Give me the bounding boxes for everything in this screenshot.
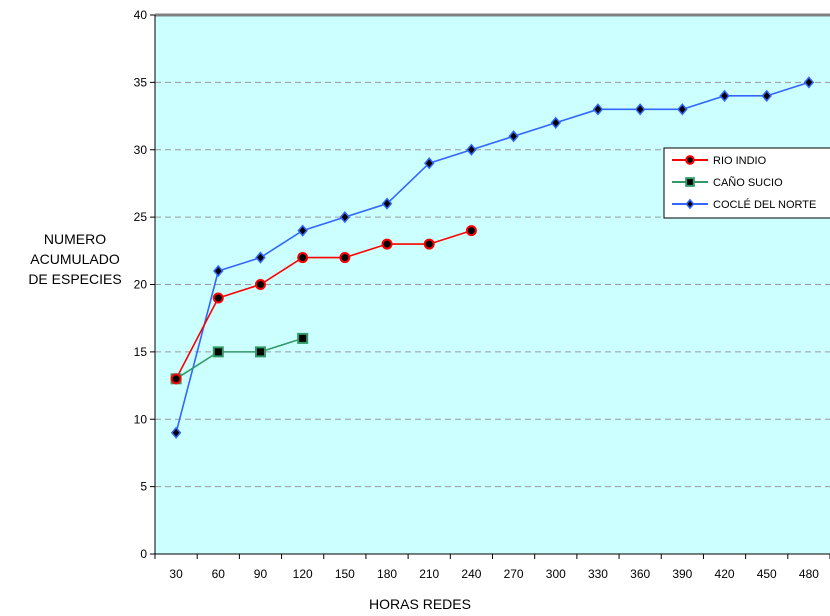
y-tick-label: 5 bbox=[140, 480, 147, 494]
x-tick-label: 330 bbox=[588, 567, 608, 581]
data-point-s0-6 bbox=[423, 238, 435, 250]
legend: RIO INDIO CAÑO SUCIO COCLÉ DEL NORTE bbox=[663, 147, 830, 219]
data-point-s2-11 bbox=[634, 103, 646, 116]
legend-marker-1 bbox=[685, 177, 695, 187]
data-point-s2-0 bbox=[170, 426, 182, 439]
data-point-s2-3 bbox=[297, 224, 308, 237]
y-axis-title-line-3: DE ESPECIES bbox=[28, 271, 122, 287]
x-tick-label: 60 bbox=[212, 567, 226, 581]
legend-label-1: CAÑO SUCIO bbox=[713, 176, 783, 189]
y-tick-label: 40 bbox=[134, 8, 148, 22]
y-tick-label: 25 bbox=[134, 210, 148, 224]
data-point-s0-0 bbox=[170, 373, 182, 385]
y-axis-title-line-1: NUMERO bbox=[43, 231, 107, 247]
axis-ticks: 0 5 10 15 20 25 30 35 40 30 60 90 120 150 180 210 240 270… bbox=[134, 8, 830, 581]
legend-marker-2 bbox=[685, 198, 695, 210]
y-tick-label: 20 bbox=[134, 278, 148, 292]
x-tick-label: 30 bbox=[169, 567, 183, 581]
legend-label-0: RIO INDIO bbox=[713, 155, 767, 167]
y-tick-label: 35 bbox=[134, 75, 148, 89]
data-point-s0-7 bbox=[465, 225, 477, 237]
series-group bbox=[170, 76, 815, 439]
x-tick-label: 210 bbox=[419, 567, 439, 581]
x-tick-label: 480 bbox=[799, 567, 819, 581]
x-tick-label: 150 bbox=[335, 567, 355, 581]
legend-label-2: COCLÉ DEL NORTE bbox=[713, 198, 816, 211]
data-point-s2-15 bbox=[803, 76, 815, 89]
x-axis-title: HORAS REDES bbox=[369, 596, 471, 612]
data-point-s2-12 bbox=[677, 103, 688, 116]
data-point-s2-4 bbox=[339, 210, 351, 224]
x-tick-label: 300 bbox=[546, 567, 566, 581]
data-point-s0-3 bbox=[297, 252, 309, 264]
data-point-s0-5 bbox=[381, 238, 393, 250]
x-tick-label: 240 bbox=[461, 567, 481, 581]
data-point-s1-1 bbox=[212, 346, 224, 358]
x-tick-label: 390 bbox=[672, 567, 692, 581]
x-tick-label: 90 bbox=[254, 567, 268, 581]
x-tick-label: 360 bbox=[630, 567, 650, 581]
data-point-s2-7 bbox=[466, 143, 477, 156]
data-point-s2-8 bbox=[508, 130, 519, 143]
y-tick-label: 10 bbox=[134, 412, 148, 426]
x-tick-label: 180 bbox=[377, 567, 397, 581]
data-point-s0-2 bbox=[254, 279, 266, 290]
series-line-2 bbox=[175, 81, 810, 433]
x-tick-label: 420 bbox=[715, 567, 735, 581]
y-tick-label: 0 bbox=[140, 547, 147, 561]
data-point-s2-2 bbox=[255, 251, 266, 264]
data-point-s2-1 bbox=[213, 264, 224, 278]
data-point-s2-6 bbox=[423, 157, 435, 170]
data-point-s0-4 bbox=[339, 252, 351, 264]
data-point-s2-10 bbox=[592, 103, 604, 116]
data-point-s2-14 bbox=[761, 89, 772, 103]
data-point-s1-3 bbox=[297, 332, 309, 344]
data-point-s0-1 bbox=[212, 292, 224, 304]
y-axis-title-line-2: ACUMULADO bbox=[30, 251, 120, 267]
series-line-0 bbox=[175, 229, 472, 380]
series-line-1 bbox=[175, 337, 303, 380]
legend-marker-0 bbox=[685, 155, 695, 165]
y-tick-label: 15 bbox=[134, 345, 148, 359]
y-axis-title: NUMERO ACUMULADO DE ESPECIES bbox=[0, 229, 150, 289]
data-point-s2-13 bbox=[719, 89, 730, 103]
data-point-s2-5 bbox=[381, 197, 393, 210]
x-tick-label: 120 bbox=[293, 567, 313, 581]
data-point-s1-2 bbox=[254, 346, 266, 358]
y-tick-label: 30 bbox=[134, 143, 148, 157]
x-tick-label: 270 bbox=[504, 567, 524, 581]
data-point-s2-9 bbox=[550, 116, 562, 129]
x-tick-label: 450 bbox=[757, 567, 777, 581]
